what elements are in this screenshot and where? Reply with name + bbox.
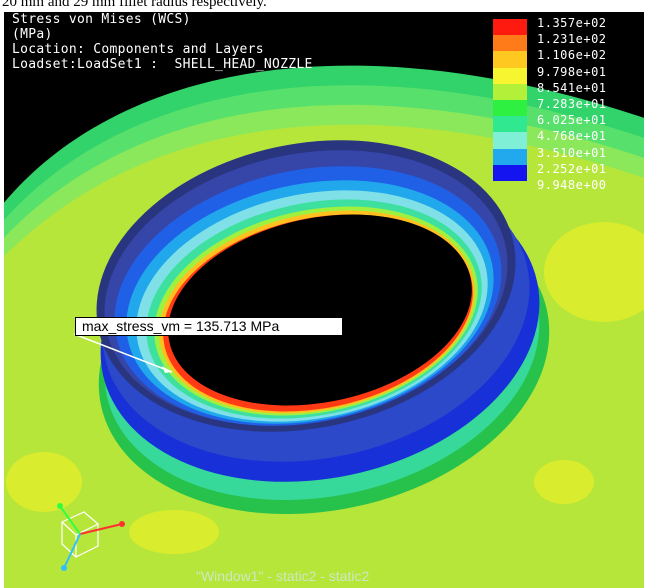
legend-row: 1.106e+02 <box>493 47 643 68</box>
legend-row: 9.798e+01 <box>493 64 643 84</box>
result-location: Location: Components and Layers <box>12 42 264 57</box>
legend-swatch <box>493 83 527 100</box>
result-info-panel: Stress von Mises (WCS) (MPa) Location: Com… <box>12 12 313 72</box>
legend-swatch <box>493 164 527 181</box>
window-title: "Window1" - static2 - static2 <box>196 568 370 584</box>
fea-viewport[interactable]: Stress von Mises (WCS) (MPa) Location: Com… <box>4 12 644 588</box>
nozzle-bore <box>168 214 472 406</box>
legend-row: 1.231e+02 <box>493 31 643 52</box>
legend-swatch <box>493 35 527 52</box>
legend-row: 6.025e+01 <box>493 112 643 133</box>
stress-legend: 1.357e+02 1.231e+02 1.106e+02 9.798e+01 8.54… <box>493 15 643 193</box>
legend-swatch <box>493 116 527 133</box>
callout-arrowhead <box>162 366 172 373</box>
legend-swatch <box>493 132 527 149</box>
legend-label: 8.541e+01 <box>537 80 607 95</box>
legend-swatch <box>493 51 527 68</box>
figure-caption: 20 mm and 29 mm fillet radius respective… <box>0 0 648 12</box>
legend-label: 9.948e+00 <box>537 177 607 192</box>
result-loadset: Loadset:LoadSet1 : SHELL_HEAD_NOZZLE <box>12 57 313 72</box>
result-units: (MPa) <box>12 27 53 42</box>
legend-label: 7.283e+01 <box>537 96 607 111</box>
stress-patch <box>544 222 644 322</box>
legend-swatch <box>493 148 527 165</box>
legend-row: 3.510e+01 <box>493 145 643 165</box>
max-stress-callout: max_stress_vm = 135.713 MPa <box>75 317 343 336</box>
legend-swatch <box>493 19 527 36</box>
legend-label: 4.768e+01 <box>537 129 607 144</box>
legend-row: 2.252e+01 <box>493 161 643 181</box>
legend-row: 9.948e+00 <box>493 177 643 193</box>
caption-text: 20 mm and 29 mm fillet radius respective… <box>2 0 267 10</box>
legend-row: 7.283e+01 <box>493 96 643 117</box>
legend-swatch <box>493 99 527 117</box>
legend-swatch <box>493 67 527 84</box>
legend-row: 1.357e+02 <box>493 15 643 36</box>
result-title: Stress von Mises (WCS) <box>12 12 191 27</box>
stress-patch <box>6 452 82 512</box>
coordinate-triad-icon <box>57 503 125 571</box>
legend-label: 1.106e+02 <box>537 48 607 63</box>
legend-label: 2.252e+01 <box>537 161 607 176</box>
stress-patch <box>129 510 219 554</box>
legend-row: 8.541e+01 <box>493 80 643 100</box>
max-stress-label: max_stress_vm = 135.713 MPa <box>82 318 280 334</box>
legend-label: 6.025e+01 <box>537 113 607 128</box>
legend-label: 1.231e+02 <box>537 32 607 47</box>
legend-row: 4.768e+01 <box>493 128 643 149</box>
legend-label: 3.510e+01 <box>537 145 607 160</box>
legend-label: 1.357e+02 <box>537 16 607 30</box>
legend-label: 9.798e+01 <box>537 64 607 79</box>
callout-leader-line <box>73 333 173 373</box>
stress-contour-render <box>4 12 644 588</box>
stress-patch <box>534 460 594 504</box>
